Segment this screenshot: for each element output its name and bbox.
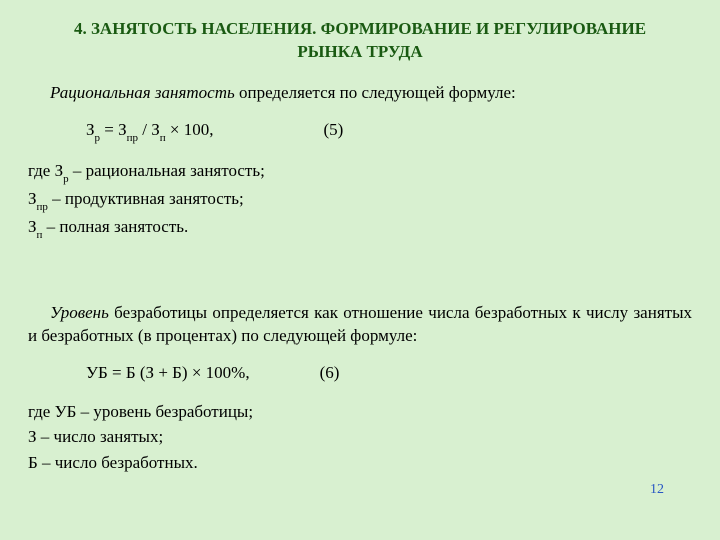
slide-page: 4. ЗАНЯТОСТЬ НАСЕЛЕНИЯ. ФОРМИРОВАНИЕ И Р… (0, 0, 720, 540)
f6-text: УБ = Б (З + Б) × 100%, (86, 363, 250, 382)
def1-line3-sub: п (37, 229, 43, 241)
def1-line3: Зп – полная занятость. (28, 214, 692, 242)
def2-line1: где УБ – уровень безработицы; (28, 399, 692, 425)
f6-eqnum: (6) (320, 362, 340, 385)
def1-line3-b: – полная занятость. (42, 217, 188, 236)
section1-definitions: где Зр – рациональная занятость; Зпр – п… (28, 158, 692, 242)
section1-intro-term: Рациональная занятость (50, 83, 235, 102)
section2-intro: Уровень безработицы определяется как отн… (28, 302, 692, 348)
def2-line2: З – число занятых; (28, 424, 692, 450)
def1-line2-b: – продуктивная занятость; (48, 189, 244, 208)
f5-eq: = З (100, 120, 127, 139)
section1-intro-rest: определяется по следующей формуле: (235, 83, 516, 102)
def2-line3: Б – число безработных. (28, 450, 692, 476)
page-number: 12 (650, 482, 664, 498)
f5-tail: × 100, (166, 120, 214, 139)
f5-sub-pr: пр (127, 132, 138, 144)
formula-5: Зр = Зпр / Зп × 100, (5) (28, 119, 692, 144)
title-line-1: 4. ЗАНЯТОСТЬ НАСЕЛЕНИЯ. ФОРМИРОВАНИЕ И Р… (74, 19, 646, 38)
def1-line2: Зпр – продуктивная занятость; (28, 186, 692, 214)
f5-sub-r: р (95, 132, 101, 144)
def1-line1: где Зр – рациональная занятость; (28, 158, 692, 186)
title-line-2: РЫНКА ТРУДА (297, 42, 422, 61)
f5-div: / З (138, 120, 160, 139)
section2-intro-term: Уровень (50, 303, 109, 322)
def1-line1-a: где З (28, 161, 63, 180)
section2-definitions: где УБ – уровень безработицы; З – число … (28, 399, 692, 476)
f5-sym: З (86, 120, 95, 139)
def1-line1-sub: р (63, 173, 69, 185)
section1-intro: Рациональная занятость определяется по с… (28, 82, 692, 105)
def1-line3-a: З (28, 217, 37, 236)
formula-6: УБ = Б (З + Б) × 100%, (6) (28, 362, 692, 385)
def1-line2-sub: пр (37, 201, 48, 213)
section2-intro-rest: безработицы определяется как отношение ч… (28, 303, 692, 345)
f5-eqnum: (5) (324, 119, 344, 142)
slide-title: 4. ЗАНЯТОСТЬ НАСЕЛЕНИЯ. ФОРМИРОВАНИЕ И Р… (28, 18, 692, 64)
f5-sub-p: п (160, 132, 166, 144)
def1-line1-b: – рациональная занятость; (69, 161, 265, 180)
def1-line2-a: З (28, 189, 37, 208)
